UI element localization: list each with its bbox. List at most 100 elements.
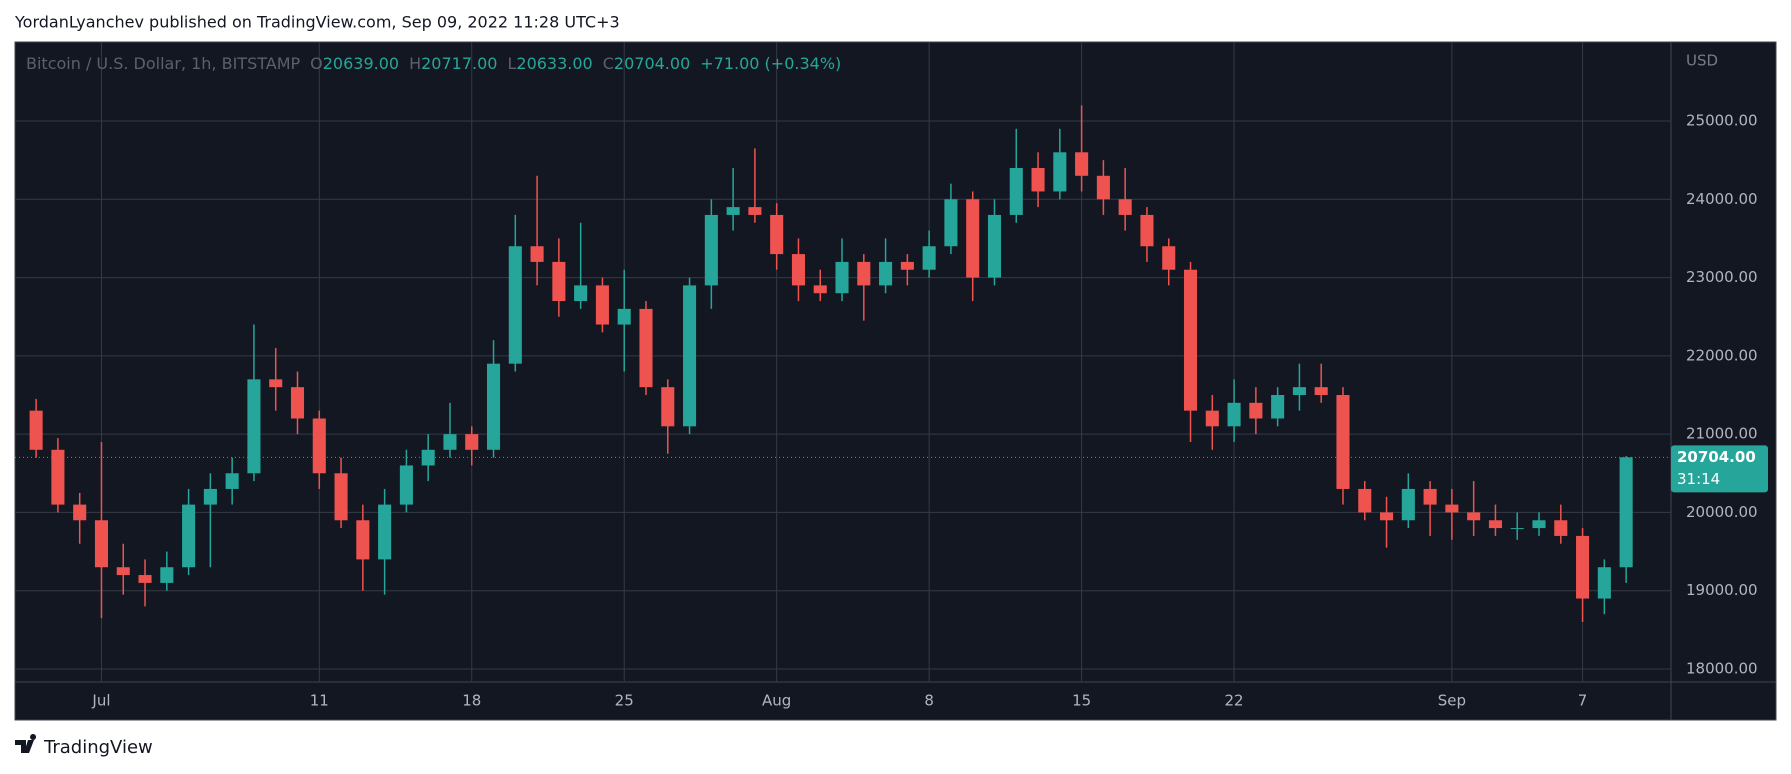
candle-body bbox=[552, 261, 566, 302]
x-tick-label: 25 bbox=[615, 692, 634, 710]
symbol-legend: Bitcoin / U.S. Dollar, 1h, BITSTAMP O2063… bbox=[26, 54, 841, 73]
candle-body bbox=[1314, 387, 1328, 395]
candle-body bbox=[182, 504, 196, 568]
ohlc-key: C bbox=[603, 54, 614, 73]
grid bbox=[15, 42, 1671, 682]
ohlc-key: L bbox=[507, 54, 516, 73]
candle-body bbox=[879, 261, 893, 286]
ohlc-key: O bbox=[310, 54, 323, 73]
candle-body bbox=[835, 261, 849, 294]
ohlc-key: H bbox=[409, 54, 421, 73]
candle-body bbox=[987, 214, 1002, 278]
candle-body bbox=[683, 285, 697, 427]
candle-body bbox=[748, 207, 762, 215]
candle-body bbox=[900, 261, 914, 270]
y-tick-label: 21000.00 bbox=[1686, 425, 1758, 443]
candle-body bbox=[595, 285, 609, 325]
candle-body bbox=[290, 387, 305, 419]
y-tick-label: 25000.00 bbox=[1686, 111, 1758, 129]
footer-brand: TradingView bbox=[43, 737, 153, 758]
candle-body bbox=[399, 465, 413, 505]
candle-body bbox=[443, 434, 457, 450]
candle-body bbox=[1096, 175, 1110, 200]
x-tick-label: 8 bbox=[924, 692, 934, 710]
candle-body bbox=[1183, 269, 1198, 411]
x-tick-label: 11 bbox=[310, 692, 329, 710]
candle-body bbox=[704, 214, 718, 286]
candle-body bbox=[726, 207, 740, 215]
price-change: +71.00 (+0.34%) bbox=[700, 54, 841, 73]
candle-body bbox=[1510, 528, 1524, 530]
candle-body bbox=[1031, 167, 1045, 192]
y-tick-label: 24000.00 bbox=[1686, 190, 1758, 208]
candle-body bbox=[465, 434, 479, 450]
y-tick-label: 22000.00 bbox=[1686, 346, 1758, 364]
countdown-label: 31:14 bbox=[1677, 470, 1720, 488]
candle-body bbox=[1358, 488, 1372, 513]
y-tick-label: 20000.00 bbox=[1686, 503, 1758, 521]
candle-body bbox=[356, 520, 370, 560]
candle-body bbox=[1053, 152, 1067, 192]
candle-body bbox=[94, 520, 109, 568]
candle-body bbox=[617, 308, 631, 325]
candle-body bbox=[1249, 402, 1263, 419]
candle-body bbox=[574, 285, 588, 302]
candle-body bbox=[1227, 402, 1241, 427]
candle-body bbox=[160, 567, 174, 583]
candle-body bbox=[29, 410, 43, 450]
candle-body bbox=[203, 488, 217, 505]
candle-body bbox=[486, 363, 501, 450]
ohlc-value: 20717.00 bbox=[421, 54, 497, 73]
candle-body bbox=[334, 473, 348, 521]
candle-body bbox=[1423, 488, 1437, 505]
candles bbox=[29, 105, 1633, 623]
candle-body bbox=[1380, 512, 1394, 521]
candle-body bbox=[1140, 214, 1154, 247]
candle-body bbox=[1205, 410, 1219, 427]
candle-body bbox=[73, 504, 87, 521]
x-tick-label: 7 bbox=[1578, 692, 1588, 710]
candle-body bbox=[944, 199, 958, 247]
candle-body bbox=[1118, 199, 1132, 215]
candle-body bbox=[1009, 167, 1023, 215]
candle-body bbox=[225, 473, 239, 489]
candle-body bbox=[1532, 520, 1546, 529]
candle-body bbox=[51, 449, 65, 505]
candle-body bbox=[1445, 504, 1459, 513]
ohlc-value: 20704.00 bbox=[614, 54, 690, 73]
y-tick-label: 23000.00 bbox=[1686, 268, 1758, 286]
candle-body bbox=[1075, 152, 1089, 176]
candle-body bbox=[1292, 387, 1306, 395]
ohlc-value: 20633.00 bbox=[516, 54, 592, 73]
x-tick-label: Aug bbox=[762, 692, 791, 710]
candle-body bbox=[421, 449, 435, 466]
overlay: 20704.00 31:14 bbox=[15, 445, 1768, 493]
candle-body bbox=[1619, 457, 1633, 568]
candle-body bbox=[1597, 567, 1611, 599]
byline: YordanLyanchev published on TradingView.… bbox=[14, 13, 620, 32]
candle-body bbox=[378, 504, 392, 560]
candle-body bbox=[530, 246, 544, 262]
candle-body bbox=[508, 246, 522, 364]
candle-body bbox=[1488, 520, 1502, 529]
x-tick-label: Jul bbox=[91, 692, 110, 710]
candle-body bbox=[1162, 246, 1176, 270]
y-tick-label: 19000.00 bbox=[1686, 581, 1758, 599]
candle-body bbox=[1467, 512, 1481, 521]
last-price-tag bbox=[1671, 445, 1768, 493]
price-axis-unit: USD bbox=[1686, 52, 1718, 70]
candle-body bbox=[138, 575, 152, 583]
candle-body bbox=[813, 285, 827, 294]
x-tick-label: 22 bbox=[1225, 692, 1244, 710]
candle-body bbox=[1271, 394, 1285, 419]
y-tick-label: 18000.00 bbox=[1686, 660, 1758, 678]
candle-body bbox=[791, 254, 805, 286]
candle-body bbox=[116, 567, 130, 576]
last-price-label: 20704.00 bbox=[1677, 448, 1756, 466]
candle-body bbox=[857, 261, 871, 286]
candle-body bbox=[1401, 488, 1415, 521]
candle-body bbox=[312, 418, 326, 474]
chart-panel bbox=[14, 41, 1777, 721]
